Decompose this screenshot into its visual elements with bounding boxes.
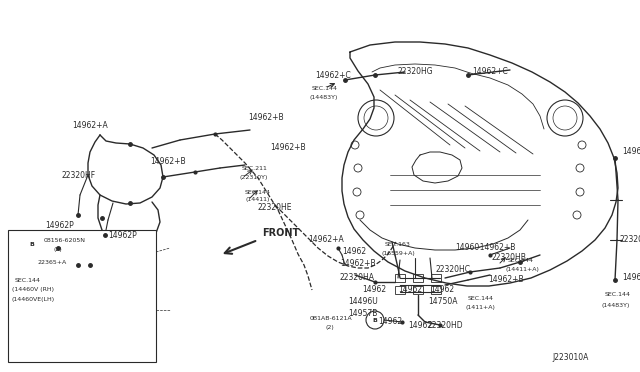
- Text: 14962+C: 14962+C: [472, 67, 508, 77]
- Text: 14962: 14962: [378, 317, 402, 327]
- Text: 0B1AB-6121A: 0B1AB-6121A: [310, 315, 353, 321]
- Text: 22320HO: 22320HO: [620, 235, 640, 244]
- Text: (16559+A): (16559+A): [382, 251, 416, 257]
- Text: 22320HG: 22320HG: [398, 67, 434, 77]
- Bar: [395, 274, 405, 282]
- Text: 22320HC: 22320HC: [435, 266, 470, 275]
- Text: 14962+B: 14962+B: [488, 276, 524, 285]
- Bar: [431, 286, 441, 294]
- Text: SEC.144: SEC.144: [245, 189, 271, 195]
- Text: -14962+B: -14962+B: [478, 244, 516, 253]
- Text: 14957B: 14957B: [348, 310, 378, 318]
- Bar: [8, 230, 156, 362]
- Text: (2): (2): [326, 326, 335, 330]
- Bar: [78, 261, 86, 269]
- Text: SEC.163: SEC.163: [385, 243, 411, 247]
- Text: SEC.144: SEC.144: [312, 86, 338, 90]
- Text: 14960: 14960: [455, 244, 479, 253]
- Text: 14962+B: 14962+B: [150, 157, 186, 167]
- Text: 22320HF: 22320HF: [62, 170, 96, 180]
- Text: (14411+A): (14411+A): [505, 267, 539, 273]
- Text: 22320HA: 22320HA: [340, 273, 375, 282]
- Text: (14483Y): (14483Y): [602, 302, 630, 308]
- Text: 14962: 14962: [362, 285, 386, 295]
- Text: 14962+B: 14962+B: [248, 113, 284, 122]
- Text: (2): (2): [54, 247, 63, 253]
- Text: 14962: 14962: [398, 285, 422, 295]
- Bar: [413, 274, 423, 282]
- Text: B: B: [372, 317, 378, 323]
- Text: (14411): (14411): [245, 198, 269, 202]
- Text: (14483Y): (14483Y): [310, 94, 339, 99]
- Text: 22320HB: 22320HB: [492, 253, 527, 263]
- Text: 14962+A: 14962+A: [72, 121, 108, 129]
- Text: 14962+C: 14962+C: [622, 273, 640, 282]
- Text: J223010A: J223010A: [552, 353, 588, 362]
- Bar: [395, 286, 405, 294]
- Bar: [413, 286, 423, 294]
- Text: 08156-6205N: 08156-6205N: [44, 237, 86, 243]
- Text: 14962P: 14962P: [45, 221, 74, 230]
- Text: 14962+C: 14962+C: [622, 148, 640, 157]
- Text: 14962P: 14962P: [108, 231, 137, 240]
- Text: 14962: 14962: [408, 321, 432, 330]
- Text: 14962: 14962: [430, 285, 454, 295]
- Text: 22365+A: 22365+A: [38, 260, 67, 264]
- Text: SEC.211: SEC.211: [242, 166, 268, 170]
- Text: SEC.144: SEC.144: [508, 257, 534, 263]
- Text: B: B: [29, 243, 35, 247]
- Text: SEC.144: SEC.144: [15, 278, 41, 282]
- Bar: [431, 274, 441, 282]
- Text: (14460VE(LH): (14460VE(LH): [12, 298, 55, 302]
- Text: 14962+A: 14962+A: [308, 235, 344, 244]
- Text: 14962: 14962: [342, 247, 366, 257]
- Text: FRONT: FRONT: [262, 228, 300, 238]
- Text: 14750A: 14750A: [428, 298, 458, 307]
- Text: 22320HE: 22320HE: [258, 203, 292, 212]
- Text: (1411+A): (1411+A): [466, 305, 496, 311]
- Text: 14962+C: 14962+C: [315, 71, 351, 80]
- Text: SEC.144: SEC.144: [605, 292, 631, 298]
- Text: 14962+B: 14962+B: [270, 144, 306, 153]
- Text: (14460V (RH): (14460V (RH): [12, 288, 54, 292]
- Text: 22320HD: 22320HD: [428, 321, 463, 330]
- Text: (22310Y): (22310Y): [240, 174, 268, 180]
- Text: 14962+B: 14962+B: [340, 260, 376, 269]
- Text: SEC.144: SEC.144: [468, 295, 494, 301]
- Text: 14496U: 14496U: [348, 298, 378, 307]
